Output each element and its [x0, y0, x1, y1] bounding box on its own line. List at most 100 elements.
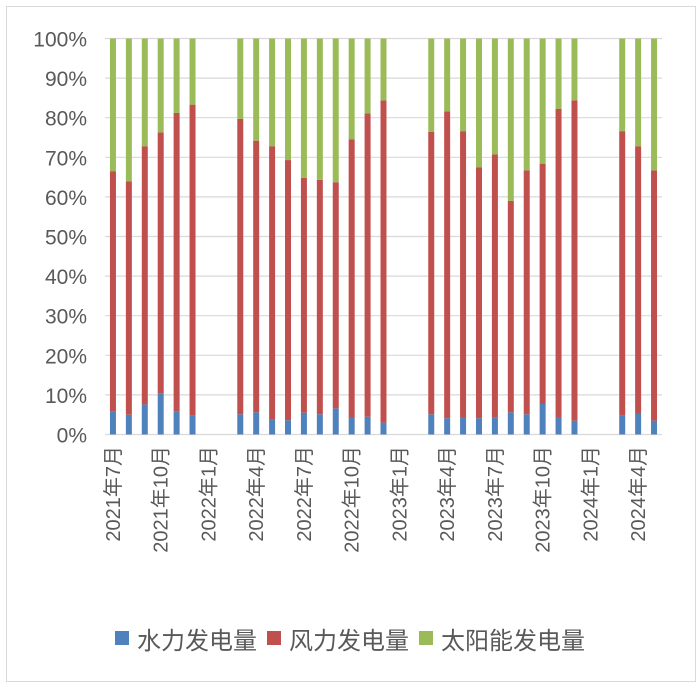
bar-segment [364, 38, 371, 114]
bar-segment [189, 38, 196, 105]
bar-segment [491, 154, 498, 418]
bar-segment [300, 38, 307, 178]
bar-segment [571, 38, 578, 101]
bar-segment [173, 411, 180, 435]
bar-segment [189, 104, 196, 416]
legend-label-solar: 太阳能发电量 [441, 626, 585, 655]
x-tick-label: 2023年10月 [532, 446, 555, 553]
bar-segment [141, 38, 148, 147]
bar-segment [523, 38, 530, 171]
bar-segment [348, 38, 355, 140]
y-axis-tick-labels: 0% 10% 20% 30% 40% 50% 60% 70% 80% 90% 100% [33, 29, 87, 448]
y-tick-label: 20% [45, 345, 87, 368]
x-tick-label: 2023年4月 [436, 446, 459, 542]
bar-segment [460, 417, 467, 435]
bar-segment [173, 38, 180, 113]
bar-segment [348, 417, 355, 435]
bar-segment [635, 38, 642, 147]
bar-segment [651, 420, 658, 435]
bar-segment [285, 38, 292, 161]
legend-swatch-solar-icon [419, 631, 433, 645]
bar-segment [635, 146, 642, 414]
bar-segment [428, 414, 435, 435]
legend-item-wind: 风力发电量 [267, 621, 409, 656]
bar-segment [380, 38, 387, 101]
bar-segment [316, 38, 323, 180]
bar-segment [332, 38, 339, 183]
bar-segment [428, 38, 435, 132]
y-tick-label: 90% [45, 68, 87, 91]
bar-segment [460, 131, 467, 418]
x-tick-label: 2022年7月 [293, 446, 316, 542]
bar-segment [475, 38, 482, 168]
y-tick-label: 0% [57, 425, 87, 448]
bar-segment [428, 131, 435, 415]
y-tick-label: 10% [45, 385, 87, 408]
bar-segment [380, 100, 387, 423]
bar-segment [332, 408, 339, 435]
bar-segment [237, 118, 244, 415]
bar-segment [555, 38, 562, 109]
bar-segment [571, 420, 578, 435]
legend-item-solar: 太阳能发电量 [419, 621, 585, 656]
bar-segment [348, 139, 355, 418]
x-axis-tick-labels: 2021年7月 2021年10月 2022年1月 2022年4月 2022年7月 2022… [102, 446, 650, 553]
bar-segment [269, 419, 276, 435]
bar-segment [507, 200, 514, 413]
bar-segment [316, 414, 323, 435]
y-tick-label: 80% [45, 108, 87, 131]
bar-segment [619, 415, 626, 435]
bar-segment [300, 412, 307, 435]
bar-segment [269, 38, 276, 147]
bar-segment [285, 420, 292, 435]
x-tick-label: 2022年4月 [245, 446, 268, 542]
bar-segment [364, 416, 371, 435]
bar-segment [444, 38, 451, 112]
bar-segment [635, 413, 642, 435]
bar-segment [444, 418, 451, 435]
bar-segment [253, 38, 260, 141]
bar-segment [141, 404, 148, 435]
bar-segment [555, 108, 562, 418]
y-tick-label: 30% [45, 306, 87, 329]
bar-segment [651, 170, 658, 421]
bar-segment [507, 412, 514, 435]
bar-segment [285, 160, 292, 421]
y-tick-label: 100% [33, 29, 87, 52]
bar-segment [316, 179, 323, 415]
y-tick-label: 60% [45, 187, 87, 210]
bar-segment [539, 163, 546, 405]
legend-swatch-hydro-icon [115, 631, 129, 645]
bar-segment [300, 177, 307, 413]
bar-segment [475, 167, 482, 419]
legend: 水力发电量 风力发电量 太阳能发电量 [0, 621, 700, 655]
x-tick-label: 2021年7月 [102, 446, 125, 542]
bar-segment [491, 38, 498, 155]
bar-segment [125, 181, 132, 415]
y-tick-label: 50% [45, 227, 87, 250]
legend-swatch-wind-icon [267, 631, 281, 645]
bar-segment [141, 146, 148, 405]
legend-item-hydro: 水力发电量 [115, 621, 257, 656]
legend-label-hydro: 水力发电量 [137, 626, 257, 655]
x-tick-label: 2023年1月 [388, 446, 411, 542]
bar-segment [364, 113, 371, 417]
bar-segment [109, 411, 116, 435]
bar-segment [619, 131, 626, 416]
bar-segment [539, 38, 546, 164]
bar-segment [189, 415, 196, 435]
x-tick-label: 2021年10月 [150, 446, 173, 553]
bar-segment [555, 417, 562, 435]
bar-segment [619, 38, 626, 132]
legend-label-wind: 风力发电量 [289, 626, 409, 655]
bar-segment [523, 414, 530, 435]
bar-segment [253, 140, 260, 413]
bar-segment [253, 412, 260, 435]
bar-segment [332, 182, 339, 409]
bar-segment [109, 38, 116, 172]
x-tick-label: 2024年4月 [627, 446, 650, 542]
bar-segment [475, 418, 482, 435]
bar-segment [173, 112, 180, 412]
bar-segment [523, 170, 530, 415]
